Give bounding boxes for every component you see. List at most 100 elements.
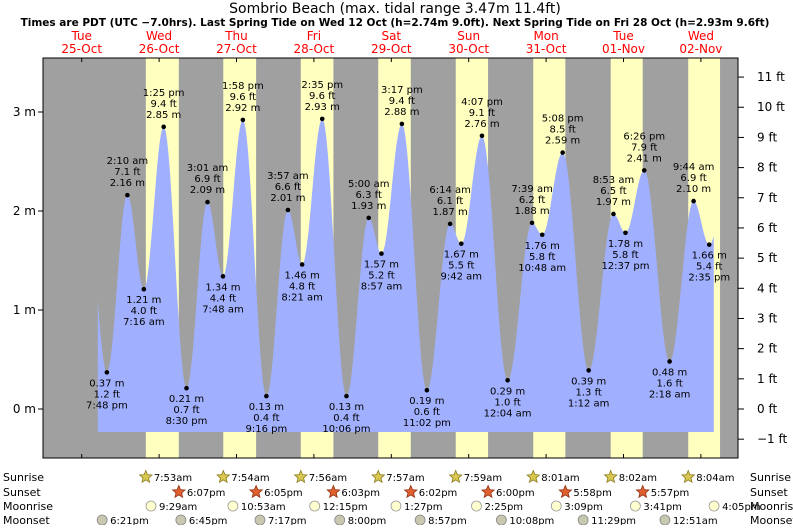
tide-point bbox=[623, 230, 628, 236]
event-time-label: 10:08pm bbox=[509, 516, 554, 525]
row-label-right: Moonrise bbox=[750, 500, 793, 513]
event-time-label: 4:05pm bbox=[722, 502, 761, 513]
tide-point bbox=[479, 133, 485, 139]
event-time-label: 7:59am bbox=[464, 473, 502, 484]
tide-point bbox=[264, 393, 269, 399]
date-label: 31-Oct bbox=[526, 42, 567, 56]
tide-m-label: 1.76 m bbox=[525, 241, 560, 252]
y-left-tick-label: 1 m bbox=[13, 303, 36, 317]
tide-m-label: 1.66 m bbox=[692, 251, 727, 262]
event-time-label: 8:57pm bbox=[428, 516, 467, 525]
moonrise-icon bbox=[309, 500, 321, 512]
day-of-week-label: Wed bbox=[688, 29, 714, 43]
tide-m-label: 1.78 m bbox=[608, 239, 643, 250]
tide-ft-label: 7.1 ft bbox=[114, 167, 140, 178]
tide-ft-label: 6.6 ft bbox=[275, 182, 301, 193]
axes: 0 m 1 m 2 m 3 m −1 ft 0 ft 1 ft 2 ft 3 ft 4 ft 5 f… bbox=[13, 57, 788, 459]
tide-point bbox=[586, 368, 591, 373]
tide-m-label: 2.10 m bbox=[676, 184, 711, 195]
event-time-label: 7:17pm bbox=[268, 516, 307, 525]
moonset-icon bbox=[495, 514, 507, 526]
sun-icon bbox=[138, 469, 153, 484]
event-time-label: 6:03pm bbox=[341, 488, 380, 499]
tide-ft-label: 6.5 ft bbox=[600, 186, 626, 197]
event-time-label: 7:56am bbox=[309, 473, 347, 484]
tide-m-label: 0.21 m bbox=[169, 394, 204, 405]
y-left-tick-label: 3 m bbox=[13, 105, 36, 119]
sun-icon bbox=[526, 469, 541, 484]
y-right-tick-label: 7 ft bbox=[757, 191, 777, 205]
event-time-label: 9:29am bbox=[159, 502, 197, 513]
event-time-label: 7:57am bbox=[386, 473, 424, 484]
tide-ft-label: 1.6 ft bbox=[656, 378, 682, 389]
y-right-tick-label: 1 ft bbox=[757, 372, 777, 386]
moonrise-icon bbox=[550, 500, 562, 512]
tide-time-label: 3:17 pm bbox=[381, 85, 423, 96]
tide-ft-label: 6.3 ft bbox=[356, 190, 382, 201]
tide-time-label: 7:16 am bbox=[123, 317, 165, 328]
tide-time-label: 8:21 am bbox=[281, 292, 323, 303]
date-label: 02-Nov bbox=[679, 42, 722, 56]
sunset-icon bbox=[171, 484, 186, 499]
event-time-label: 6:07pm bbox=[187, 488, 226, 499]
tide-ft-label: 5.4 ft bbox=[696, 262, 722, 273]
tide-time-label: 6:26 pm bbox=[623, 131, 665, 142]
tide-time-label: 3:01 am bbox=[187, 163, 229, 174]
row-label-right: Moonset bbox=[750, 514, 793, 525]
tide-time-label: 12:37 pm bbox=[601, 261, 649, 272]
tide-time-label: 5:00 am bbox=[348, 179, 390, 190]
tide-point bbox=[344, 393, 349, 399]
tide-m-label: 1.67 m bbox=[444, 250, 479, 261]
day-of-week-label: Wed bbox=[146, 29, 172, 43]
y-right-tick-label: 4 ft bbox=[757, 281, 777, 295]
date-label: 28-Oct bbox=[294, 42, 335, 56]
tide-m-label: 1.57 m bbox=[364, 260, 399, 271]
sun-icon bbox=[681, 469, 696, 484]
tide-ft-label: 1.0 ft bbox=[494, 397, 520, 408]
tide-m-label: 0.13 m bbox=[329, 402, 364, 413]
tide-ft-label: 0.7 ft bbox=[173, 405, 199, 416]
tide-time-label: 8:30 pm bbox=[166, 416, 208, 427]
y-right-tick-label: 5 ft bbox=[757, 251, 777, 265]
row-label-left: Sunset bbox=[3, 486, 41, 499]
event-time-label: 3:09pm bbox=[564, 502, 603, 513]
event-time-label: 5:57pm bbox=[651, 488, 690, 499]
day-of-week-label: Thu bbox=[224, 29, 248, 43]
day-of-week-label: Tue bbox=[70, 29, 92, 43]
y-left-tick-label: 2 m bbox=[13, 204, 36, 218]
tide-m-label: 2.88 m bbox=[384, 107, 419, 118]
tide-m-label: 1.46 m bbox=[285, 270, 320, 281]
chart-subtitle: Times are PDT (UTC −7.0hrs). Last Spring… bbox=[21, 17, 770, 29]
y-right-tick-label: 3 ft bbox=[757, 311, 777, 325]
tide-m-label: 2.76 m bbox=[464, 119, 499, 130]
tide-time-label: 7:48 am bbox=[202, 304, 244, 315]
tide-m-label: 0.39 m bbox=[571, 376, 606, 387]
tide-ft-label: 9.6 ft bbox=[230, 92, 256, 103]
event-time-label: 7:54am bbox=[231, 473, 269, 484]
date-label: 01-Nov bbox=[602, 42, 645, 56]
event-time-label: 3:41pm bbox=[643, 502, 682, 513]
tide-time-label: 2:35 pm bbox=[301, 80, 343, 91]
moonrise-icon bbox=[708, 500, 720, 512]
day-of-week-label: Fri bbox=[307, 29, 321, 43]
tide-time-label: 10:06 pm bbox=[322, 424, 370, 435]
y-right-tick-label: 8 ft bbox=[757, 161, 777, 175]
tide-point bbox=[205, 199, 210, 205]
event-time-label: 6:00pm bbox=[496, 488, 535, 499]
event-time-label: 5:58pm bbox=[573, 488, 612, 499]
tide-point bbox=[667, 359, 672, 364]
tide-time-label: 5:08 pm bbox=[542, 114, 584, 125]
tide-m-label: 1.34 m bbox=[205, 282, 240, 293]
event-time-label: 8:02am bbox=[619, 473, 657, 484]
day-of-week-label: Mon bbox=[533, 29, 558, 43]
moonset-icon bbox=[96, 514, 108, 526]
tide-ft-label: 5.5 ft bbox=[448, 261, 474, 272]
tide-point bbox=[560, 150, 565, 155]
tide-ft-label: 5.8 ft bbox=[529, 252, 555, 263]
row-label-left: Sunrise bbox=[3, 471, 44, 484]
event-time-label: 8:01am bbox=[541, 473, 579, 484]
tide-point bbox=[125, 192, 130, 198]
tide-point bbox=[424, 387, 430, 393]
